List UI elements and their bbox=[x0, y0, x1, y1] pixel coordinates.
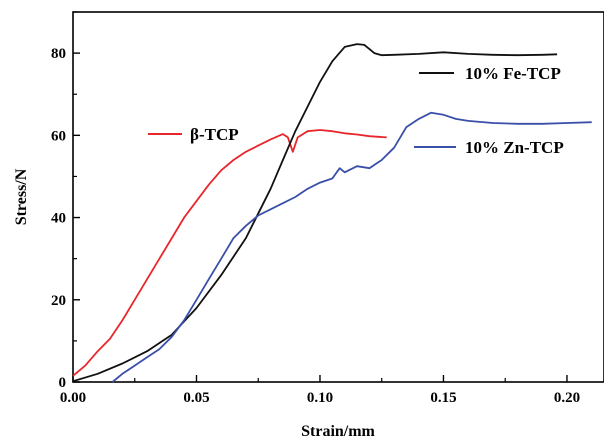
x-axis-ticks: 0.00 0.05 0.10 0.15 0.20 bbox=[60, 375, 580, 406]
series-line-fe-tcp bbox=[72, 43, 558, 383]
y-axis-title: Stress/N bbox=[13, 168, 30, 225]
y-tick-label: 40 bbox=[51, 211, 66, 227]
x-tick-label: 0.05 bbox=[183, 390, 209, 406]
y-tick-label: 60 bbox=[51, 128, 66, 144]
series-layer bbox=[72, 43, 592, 383]
y-tick-label: 20 bbox=[51, 293, 66, 309]
series-line-beta-tcp bbox=[72, 129, 387, 377]
x-axis-title: Strain/mm bbox=[301, 423, 375, 440]
legend-fe-tcp: 10% Fe-TCP bbox=[419, 64, 561, 83]
x-tick-label: 0.00 bbox=[60, 390, 86, 406]
legend-label-fe-tcp: 10% Fe-TCP bbox=[465, 64, 561, 83]
x-tick-label: 0.15 bbox=[430, 390, 456, 406]
legend-label-beta-tcp: β-TCP bbox=[190, 125, 239, 144]
x-tick-label: 0.10 bbox=[307, 390, 333, 406]
series-line-zn-tcp bbox=[111, 111, 592, 383]
y-axis-ticks: 0 20 40 60 80 bbox=[51, 11, 80, 391]
legend-zn-tcp: 10% Zn-TCP bbox=[414, 138, 564, 157]
y-tick-label: 80 bbox=[51, 46, 66, 62]
y-tick-label: 0 bbox=[59, 375, 67, 391]
legend-beta-tcp: β-TCP bbox=[148, 125, 239, 144]
x-tick-label: 0.20 bbox=[554, 390, 580, 406]
legend-label-zn-tcp: 10% Zn-TCP bbox=[465, 138, 564, 157]
plot-frame bbox=[72, 11, 604, 383]
